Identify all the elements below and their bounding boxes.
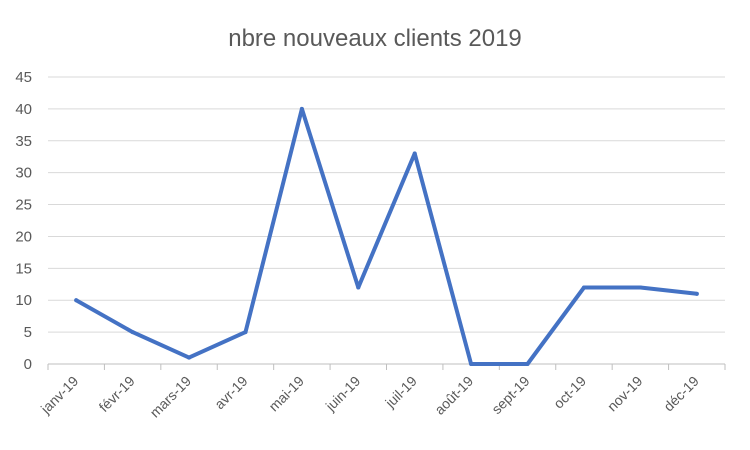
y-tick-label: 0 [24, 356, 32, 373]
x-tick-label: févr-19 [96, 373, 138, 415]
y-tick-label: 5 [24, 324, 32, 341]
gridlines [48, 76, 725, 365]
x-tick-label: avr-19 [211, 373, 251, 413]
x-tick-label: janv-19 [37, 373, 82, 418]
y-tick-label: 10 [15, 292, 32, 309]
x-tick-label: oct-19 [550, 373, 589, 412]
chart-title: nbre nouveaux clients 2019 [228, 25, 522, 52]
series-layer [74, 106, 699, 366]
data-point [187, 355, 192, 360]
y-tick-label: 20 [15, 228, 32, 245]
y-axis-tick-labels: 0 5 10 15 20 25 30 35 40 45 [15, 69, 32, 373]
x-tick-label: juin-19 [322, 373, 364, 415]
y-tick-label: 35 [15, 133, 32, 150]
x-tick-label: déc-19 [660, 373, 702, 415]
series-line [74, 106, 699, 366]
x-tick-label: juil-19 [381, 373, 420, 412]
data-point [243, 330, 248, 335]
data-point [581, 285, 586, 290]
y-tick-label: 45 [15, 69, 32, 86]
data-point [412, 151, 417, 156]
y-tick-label: 25 [15, 197, 32, 214]
y-tick-label: 15 [15, 260, 32, 277]
y-tick-label: 30 [15, 165, 32, 182]
x-tick-label: mai-19 [265, 373, 307, 415]
data-point [694, 291, 699, 296]
x-tick-label: mars-19 [147, 373, 195, 421]
data-point [356, 285, 361, 290]
data-point [469, 362, 474, 366]
data-point [299, 106, 304, 111]
data-point [130, 330, 135, 335]
x-tick-label: nov-19 [604, 373, 646, 415]
y-tick-label: 40 [15, 101, 32, 118]
data-point [525, 362, 530, 366]
x-tick-label: sept-19 [488, 373, 532, 417]
x-tick-label: août-19 [431, 373, 476, 418]
x-axis-tick-labels: janv-19 févr-19 mars-19 avr-19 mai-19 juin-19… [37, 364, 726, 421]
data-point [638, 285, 643, 290]
data-point [74, 298, 79, 303]
